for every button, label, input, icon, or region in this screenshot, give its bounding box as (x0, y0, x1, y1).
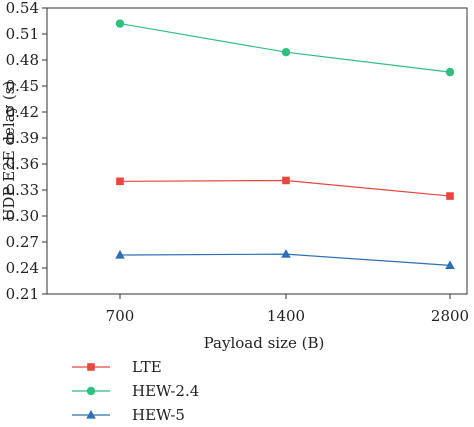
circle-marker (86, 386, 96, 396)
y-tick-label: 0.27 (6, 233, 39, 251)
square-marker (116, 177, 124, 186)
y-tick-label: 0.30 (6, 207, 39, 225)
x-tick-label: 2800 (431, 307, 469, 325)
square-marker (282, 176, 290, 185)
circle-marker (281, 48, 291, 57)
y-tick-label: 0.42 (6, 103, 39, 121)
y-tick-label: 0.51 (6, 25, 39, 43)
x-tick-label: 1400 (267, 307, 305, 325)
circle-marker (445, 67, 455, 77)
circle-marker (115, 19, 125, 28)
x-tick-label: 700 (106, 307, 135, 325)
x-axis-title: Payload size (B) (204, 334, 325, 352)
legend-label: HEW-5 (132, 406, 185, 424)
series-lte (116, 176, 454, 200)
legend-label: HEW-2.4 (132, 382, 199, 400)
series-line-hew-2-4 (119, 23, 451, 73)
triangle-marker (281, 249, 291, 258)
legend-item: LTE (72, 358, 162, 376)
square-marker (87, 363, 95, 371)
legend-item: HEW-5 (72, 406, 185, 424)
y-tick-label: 0.39 (6, 129, 39, 147)
legend: LTE HEW-2.4 HEW-5 (72, 358, 199, 424)
triangle-marker (86, 410, 96, 419)
legend-item: HEW-2.4 (72, 382, 199, 400)
square-marker (446, 192, 454, 200)
series-hew-5 (115, 249, 455, 269)
legend-label: LTE (132, 358, 162, 376)
triangle-marker (115, 250, 125, 259)
y-axis-ticks: 0.21 0.24 0.27 0.30 0.33 0.36 0.39 0.42 0.45 0.48… (6, 0, 47, 303)
y-axis-title: UDP E2E delay (s) (0, 81, 18, 222)
triangle-marker (445, 260, 455, 269)
y-tick-label: 0.21 (6, 285, 39, 303)
y-tick-label: 0.24 (6, 259, 39, 277)
series-hew-2-4 (115, 19, 455, 77)
y-tick-label: 0.45 (6, 77, 39, 95)
plot-frame (46, 7, 468, 295)
y-tick-label: 0.36 (6, 155, 39, 173)
y-tick-label: 0.48 (6, 51, 39, 69)
y-tick-label: 0.33 (6, 181, 39, 199)
y-tick-label: 0.54 (6, 0, 39, 17)
x-axis-ticks: 700 1400 2800 (106, 294, 469, 325)
series-layer (115, 19, 455, 269)
